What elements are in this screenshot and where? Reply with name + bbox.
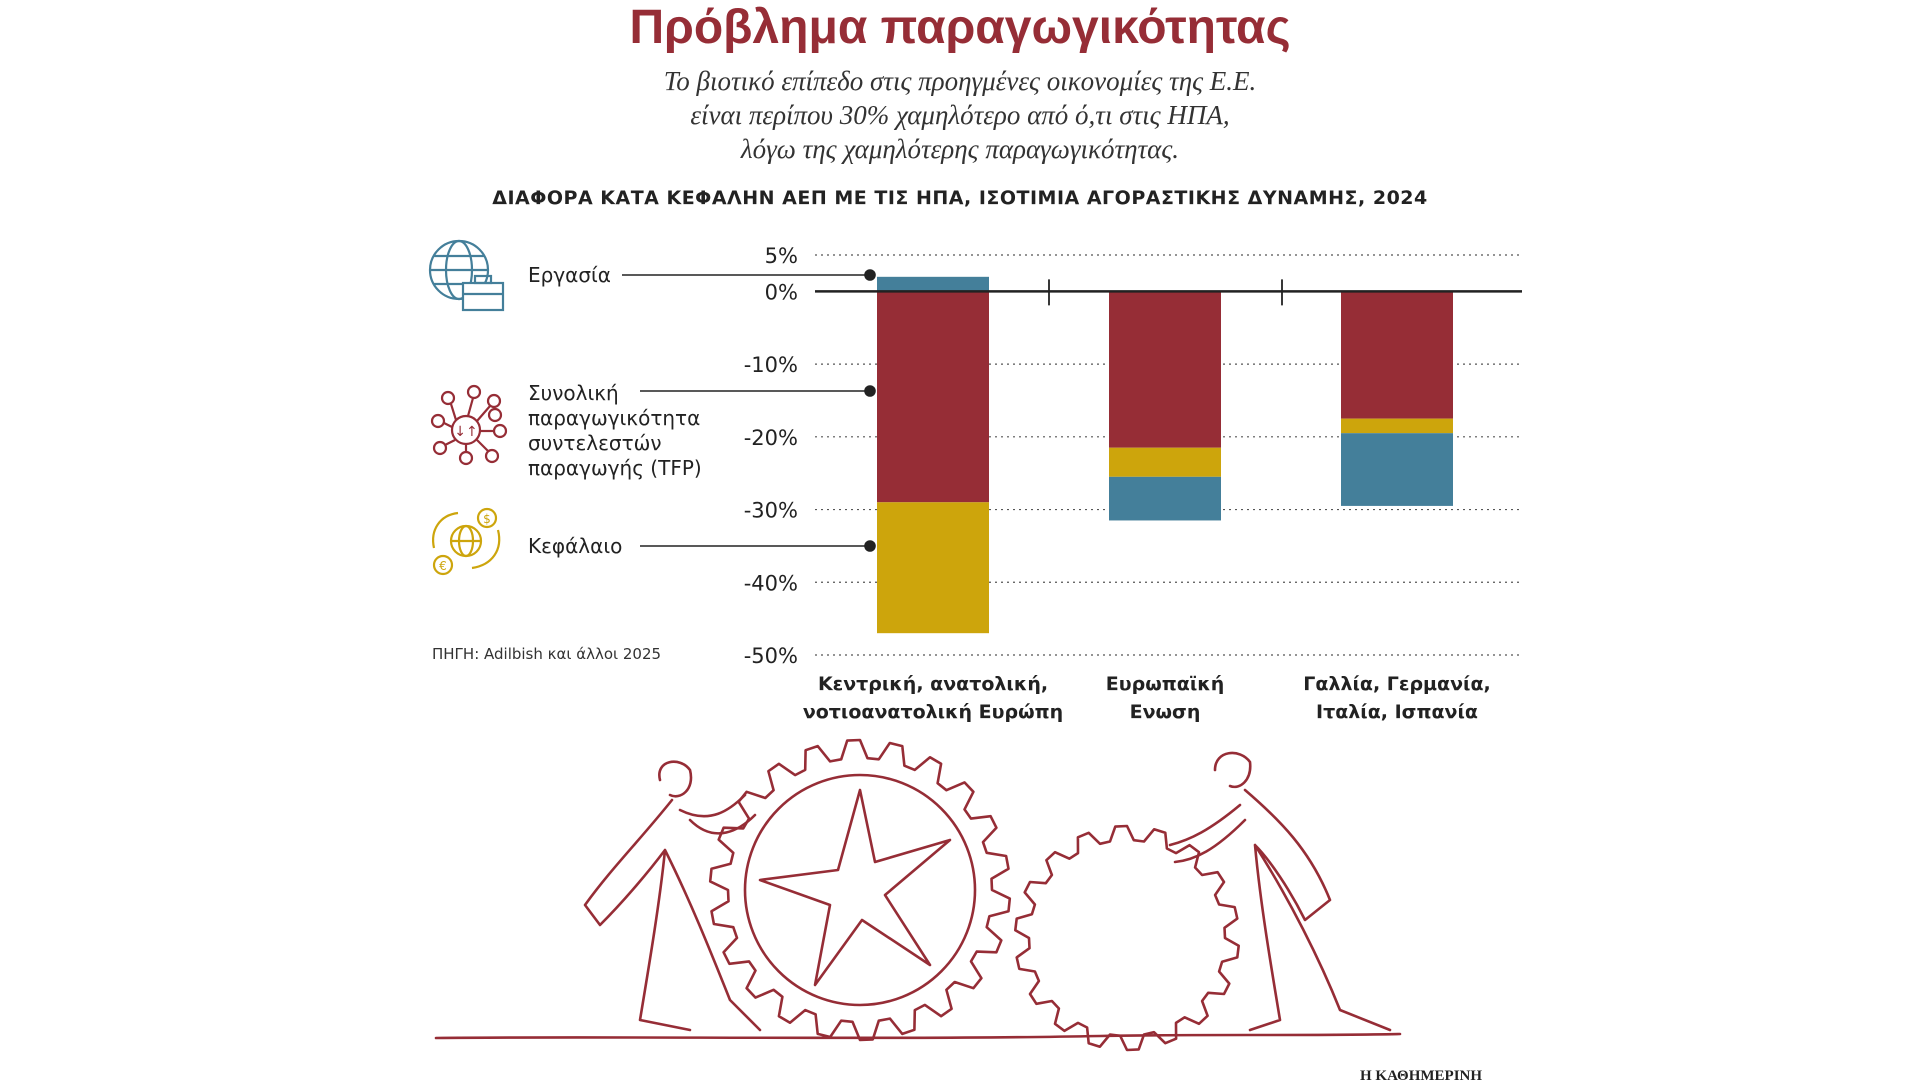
globe-briefcase-icon [428,239,505,312]
globe-currency-icon: $ € [432,507,501,576]
category-label: Κεντρική, ανατολική, [818,673,1048,695]
chart-bars [877,276,1453,634]
y-tick-label: 5% [765,244,798,268]
page-title: Πρόβλημα παραγωγικότητας [629,1,1291,54]
subtitle-line: είναι περίπου 30% χαμηλότερο από ό,τι στ… [690,100,1230,130]
y-tick-label: -10% [744,353,798,377]
subtitle-line: Το βιοτικό επίπεδο στις προηγμένες οικον… [663,66,1257,96]
legend-label-line: παραγωγικότητα [528,406,701,430]
category-label: νοτιοανατολική Ευρώπη [803,701,1063,723]
bar-segment [1341,291,1453,419]
bar-segment [1109,291,1221,448]
legend-label-line: παραγωγής (TFP) [528,456,702,480]
y-tick-label: -20% [744,426,798,450]
category-label: Ιταλία, Ισπανία [1316,701,1478,723]
y-tick-label: -30% [744,499,798,523]
bar-segment [1109,447,1221,477]
legend-label-line: συντελεστών [528,431,662,455]
svg-text:€: € [439,559,447,573]
svg-text:$: $ [483,512,491,526]
category-label: Ενωση [1130,701,1201,723]
subtitle-line: λόγω της χαμηλότερης παραγωγικότητας. [740,134,1180,164]
chart-category-labels: Κεντρική, ανατολική, νοτιοανατολική Ευρώπ… [803,673,1491,723]
y-tick-label: -50% [744,644,798,668]
y-tick-label: -40% [744,571,798,595]
bar-segment [1341,418,1453,434]
large-gear-icon [708,738,1012,1042]
legend-label-capital: Κεφάλαιο [528,534,623,558]
category-label: Ευρωπαϊκή [1106,673,1224,695]
bar-segment [877,291,989,503]
legend-label-labour: Εργασία [528,263,611,287]
svg-text:↓↑: ↓↑ [454,424,477,440]
bar-segment [1341,433,1453,506]
legend-label-tfp: Συνολική παραγωγικότητα συντελεστών παρα… [528,381,702,481]
legend-leader-lines [622,269,876,552]
small-gear-icon [1014,824,1240,1052]
chart-zero-axis [815,279,1522,306]
source-note: ΠΗΓΗ: Adilbish και άλλοι 2025 [432,645,662,663]
category-label: Γαλλία, Γερμανία, [1303,673,1490,695]
chart-title: ΔΙΑΦΟΡΑ ΚΑΤΑ ΚΕΦΑΛΗΝ ΑΕΠ ΜΕ ΤΙΣ ΗΠΑ, ΙΣΟ… [492,187,1428,209]
y-tick-label: 0% [765,280,798,304]
bar-segment [1109,476,1221,521]
network-icon: ↓↑ [430,384,508,466]
gears-illustration [434,738,1402,1052]
left-person-icon [583,760,762,1032]
right-person-icon [1168,751,1392,1032]
bar-segment [877,502,989,634]
bar-segment [877,276,989,292]
subtitle: Το βιοτικό επίπεδο στις προηγμένες οικον… [560,64,1360,166]
legend-label-line: Συνολική [528,381,619,405]
